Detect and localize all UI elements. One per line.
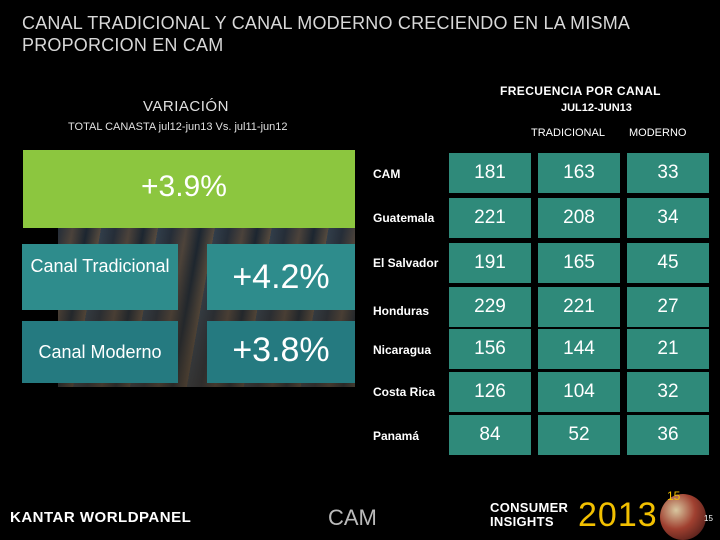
cell-moderno: 36 xyxy=(627,415,709,455)
page-number: 15 xyxy=(704,514,713,523)
cell-total: 229 xyxy=(449,287,531,327)
page-title: CANAL TRADICIONAL Y CANAL MODERNO CRECIE… xyxy=(22,13,630,55)
country-label: Guatemala xyxy=(373,211,435,225)
cell-moderno: 34 xyxy=(627,198,709,238)
cell-moderno: 45 xyxy=(627,243,709,283)
canal-tradicional-label: Canal Tradicional xyxy=(30,256,170,276)
frecuencia-heading: FRECUENCIA POR CANAL xyxy=(500,84,661,98)
consumer-insights-line2: INSIGHTS xyxy=(490,514,554,529)
cell-tradicional: 221 xyxy=(538,287,620,327)
cell-moderno: 33 xyxy=(627,153,709,193)
kantar-logo: KANTAR WORLDPANEL xyxy=(10,509,192,526)
canal-tradicional-value-box: +4.2% xyxy=(207,244,355,310)
cell-tradicional: 163 xyxy=(538,153,620,193)
country-label: El Salvador xyxy=(373,256,439,270)
year-label: 2013 xyxy=(578,496,658,534)
column-header-tradicional: TRADICIONAL xyxy=(531,127,605,139)
canal-moderno-label: Canal Moderno xyxy=(38,342,162,362)
variacion-subheading: TOTAL CANASTA jul12-jun13 Vs. jul11-jun1… xyxy=(68,121,288,133)
globe-icon xyxy=(660,494,706,540)
canal-tradicional-label-box: Canal Tradicional xyxy=(22,244,178,310)
cell-total: 156 xyxy=(449,329,531,369)
cell-total: 191 xyxy=(449,243,531,283)
cell-moderno: 32 xyxy=(627,372,709,412)
cell-total: 181 xyxy=(449,153,531,193)
country-label: Nicaragua xyxy=(373,343,432,357)
cell-total: 221 xyxy=(449,198,531,238)
cell-total: 126 xyxy=(449,372,531,412)
country-label: Panamá xyxy=(373,429,420,443)
cell-tradicional: 165 xyxy=(538,243,620,283)
cell-tradicional: 104 xyxy=(538,372,620,412)
page-number-top: 15 xyxy=(667,489,681,503)
period-label: JUL12-JUN13 xyxy=(561,102,632,114)
cell-moderno: 27 xyxy=(627,287,709,327)
canal-moderno-label-box: Canal Moderno xyxy=(22,321,178,383)
column-header-moderno: MODERNO xyxy=(629,127,687,139)
cell-tradicional: 144 xyxy=(538,329,620,369)
total-variation-box: +3.9% xyxy=(23,150,355,228)
canal-moderno-value: +3.8% xyxy=(232,331,330,369)
total-variation-value: +3.9% xyxy=(141,170,227,203)
country-label: Costa Rica xyxy=(373,385,436,399)
country-label: Honduras xyxy=(373,304,430,318)
variacion-heading: VARIACIÓN xyxy=(143,98,229,115)
cell-tradicional: 52 xyxy=(538,415,620,455)
consumer-insights-line1: CONSUMER xyxy=(490,500,569,515)
cell-total: 84 xyxy=(449,415,531,455)
country-label: CAM xyxy=(373,167,401,181)
region-footer: CAM xyxy=(328,505,377,530)
canal-moderno-value-box: +3.8% xyxy=(207,321,355,383)
canal-tradicional-value: +4.2% xyxy=(232,258,330,296)
cell-tradicional: 208 xyxy=(538,198,620,238)
cell-moderno: 21 xyxy=(627,329,709,369)
consumer-insights-logo: CONSUMER INSIGHTS xyxy=(490,501,568,529)
